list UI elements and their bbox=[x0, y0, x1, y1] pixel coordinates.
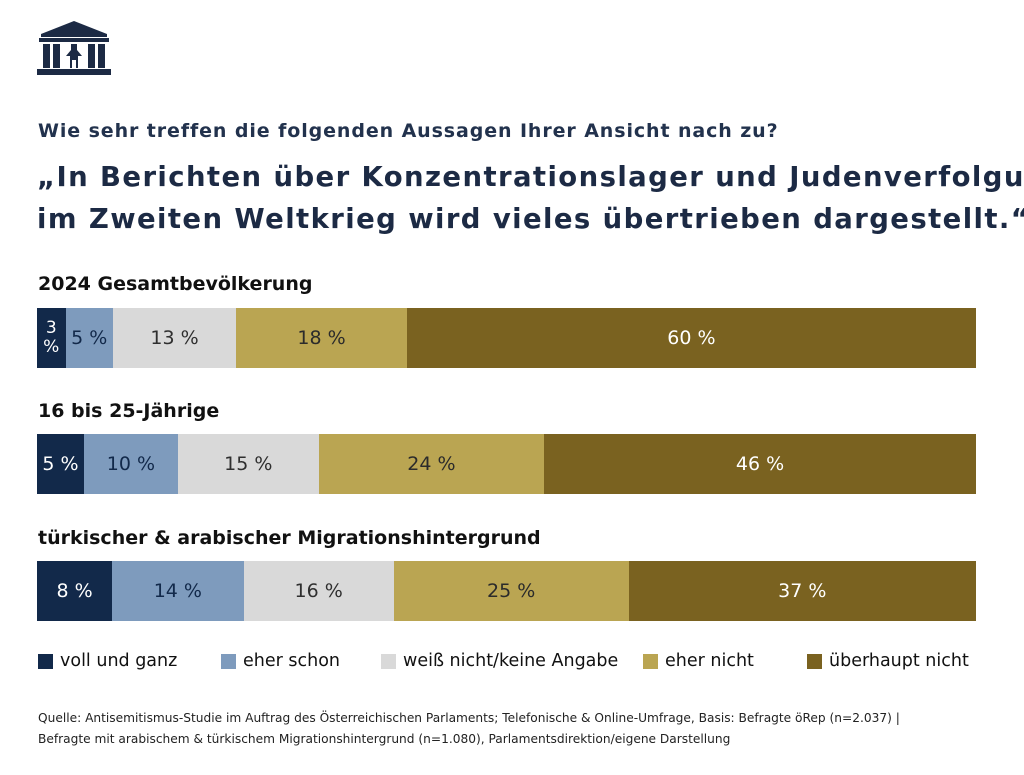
bar-segment-eher-schon: 14 % bbox=[112, 561, 244, 621]
stacked-bar-migrationshintergrund: 8 % 14 % 16 % 25 % 37 % bbox=[37, 561, 976, 621]
legend-swatch bbox=[38, 653, 53, 669]
group-title-16-25-jaehrige: 16 bis 25-Jährige bbox=[38, 400, 220, 422]
chart-legend: voll und ganz eher schon weiß nicht/kein… bbox=[38, 651, 998, 675]
group-title-gesamtbevoelkerung: 2024 Gesamtbevölkerung bbox=[38, 273, 313, 295]
bar-segment-voll-und-ganz: 3 % bbox=[37, 308, 66, 368]
quote-line-1: „In Berichten über Konzentrationslager u… bbox=[37, 161, 1024, 193]
legend-item-ueberhaupt-nicht: überhaupt nicht bbox=[807, 651, 969, 671]
group-title-migrationshintergrund: türkischer & arabischer Migrationshinter… bbox=[38, 527, 541, 549]
legend-label: weiß nicht/keine Angabe bbox=[403, 651, 619, 671]
source-line-1: Quelle: Antisemitismus-Studie im Auftrag… bbox=[38, 711, 900, 725]
source-note: Quelle: Antisemitismus-Studie im Auftrag… bbox=[38, 708, 998, 750]
bar-segment-eher-nicht: 18 % bbox=[236, 308, 407, 368]
bar-segment-weiß-nicht-keine-angabe: 16 % bbox=[243, 561, 394, 621]
bar-segment-weiß-nicht-keine-angabe: 13 % bbox=[112, 308, 237, 368]
legend-label: überhaupt nicht bbox=[829, 651, 969, 671]
source-line-2: Befragte mit arabischem & türkischem Mig… bbox=[38, 732, 731, 746]
bar-segment-eher-nicht: 24 % bbox=[318, 434, 545, 494]
bar-segment-voll-und-ganz: 5 % bbox=[37, 434, 84, 494]
quote-statement: „In Berichten über Konzentrationslager u… bbox=[37, 156, 1024, 240]
parliament-logo-icon bbox=[37, 21, 111, 75]
bar-segment-eher-nicht: 25 % bbox=[393, 561, 629, 621]
legend-swatch bbox=[807, 653, 822, 669]
legend-label: eher nicht bbox=[665, 651, 754, 671]
stacked-bar-gesamtbevoelkerung: 3 % 5 % 13 % 18 % 60 % bbox=[37, 308, 976, 368]
legend-item-voll-und-ganz: voll und ganz bbox=[38, 651, 177, 671]
bar-segment-eher-schon: 10 % bbox=[84, 434, 178, 494]
bar-segment-weiß-nicht-keine-angabe: 15 % bbox=[177, 434, 319, 494]
legend-label: eher schon bbox=[243, 651, 341, 671]
legend-item-eher-schon: eher schon bbox=[221, 651, 340, 671]
legend-label: voll und ganz bbox=[60, 651, 178, 671]
legend-swatch bbox=[381, 653, 396, 669]
quote-line-2: im Zweiten Weltkrieg wird vieles übertri… bbox=[37, 203, 1024, 235]
bar-segment-überhaupt-nicht: 37 % bbox=[628, 561, 976, 621]
bar-segment-überhaupt-nicht: 46 % bbox=[544, 434, 976, 494]
legend-item-eher-nicht: eher nicht bbox=[643, 651, 754, 671]
legend-item-weiss-nicht: weiß nicht/keine Angabe bbox=[381, 651, 618, 671]
legend-swatch bbox=[221, 653, 236, 669]
question-text: Wie sehr treffen die folgenden Aussagen … bbox=[38, 120, 779, 142]
bar-segment-voll-und-ganz: 8 % bbox=[37, 561, 113, 621]
legend-swatch bbox=[643, 653, 658, 669]
stacked-bar-16-25-jaehrige: 5 % 10 % 15 % 24 % 46 % bbox=[37, 434, 976, 494]
bar-segment-eher-schon: 5 % bbox=[65, 308, 113, 368]
bar-segment-überhaupt-nicht: 60 % bbox=[406, 308, 976, 368]
